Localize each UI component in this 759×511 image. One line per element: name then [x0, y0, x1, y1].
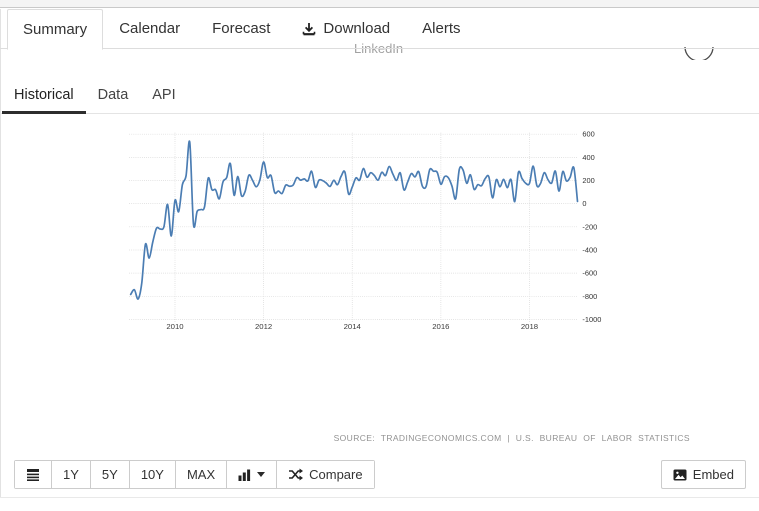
calendar-icon	[26, 468, 40, 481]
left-border	[0, 9, 1, 498]
y-axis-label: 400	[582, 153, 594, 162]
sub-tabbar: Historical Data API	[0, 78, 759, 114]
main-tabbar-border	[0, 48, 759, 49]
y-axis-label: 0	[582, 199, 586, 208]
chart-type-dropdown[interactable]	[226, 461, 277, 488]
source-attribution: SOURCE: TRADINGECONOMICS.COM | U.S. BURE…	[333, 433, 690, 443]
range-1y-button[interactable]: 1Y	[51, 461, 90, 488]
embed-image-icon	[673, 469, 687, 481]
y-axis-label: -800	[582, 292, 597, 301]
x-axis-label: 2014	[344, 322, 362, 331]
compare-button[interactable]: Compare	[276, 461, 374, 488]
range-max-button[interactable]: MAX	[174, 461, 227, 488]
tab-alerts[interactable]: Alerts	[406, 9, 476, 49]
share-circle-icon[interactable]	[682, 44, 716, 60]
y-axis-label: -200	[582, 222, 597, 231]
payrolls-series-line	[129, 140, 579, 300]
chevron-down-icon	[257, 472, 266, 477]
compare-shuffle-icon	[288, 468, 304, 481]
embed-label: Embed	[692, 467, 734, 482]
historical-chart-area: 600 400 200 0 -200 -400 -600 -800 -1000 2010 2012 2…	[0, 125, 759, 425]
range-5y-button[interactable]: 5Y	[89, 461, 129, 488]
y-axis-label: -400	[582, 245, 597, 254]
compare-label: Compare	[309, 467, 363, 482]
tab-download[interactable]: Download	[286, 9, 406, 49]
bar-chart-icon	[238, 469, 251, 481]
tab-api[interactable]: API	[152, 87, 176, 103]
embed-button[interactable]: Embed	[660, 460, 746, 489]
tab-historical[interactable]: Historical	[2, 78, 86, 114]
tab-summary[interactable]: Summary	[7, 9, 104, 50]
x-axis-label: 2016	[432, 322, 449, 331]
tab-download-label: Download	[323, 20, 391, 37]
y-axis-label: -600	[582, 269, 597, 278]
x-axis-label: 2010	[166, 322, 183, 331]
payrolls-line-chart[interactable]: 600 400 200 0 -200 -400 -600 -800 -1000 2010 2012 2…	[0, 125, 759, 425]
range-10y-button[interactable]: 10Y	[128, 461, 175, 488]
tab-calendar-label: Calendar	[119, 20, 181, 37]
date-interval-button[interactable]	[15, 461, 51, 488]
top-strip	[0, 0, 759, 8]
tab-calendar[interactable]: Calendar	[103, 9, 196, 49]
tab-alerts-label: Alerts	[422, 20, 461, 37]
x-axis-label: 2012	[255, 322, 272, 331]
main-tabbar: Summary Calendar Forecast Download Alert…	[0, 9, 759, 50]
tab-forecast-label: Forecast	[212, 20, 271, 37]
y-axis-label: 600	[582, 130, 594, 139]
download-icon	[302, 22, 316, 36]
x-axis-label: 2018	[521, 322, 538, 331]
bottom-divider	[0, 497, 759, 498]
tab-summary-label: Summary	[23, 20, 88, 38]
y-axis-label: -1000	[582, 315, 601, 324]
tab-forecast[interactable]: Forecast	[196, 9, 286, 49]
y-axis-label: 200	[582, 176, 594, 185]
tab-data[interactable]: Data	[97, 87, 129, 103]
chart-toolbar: 1Y 5Y 10Y MAX Compa	[14, 460, 375, 489]
